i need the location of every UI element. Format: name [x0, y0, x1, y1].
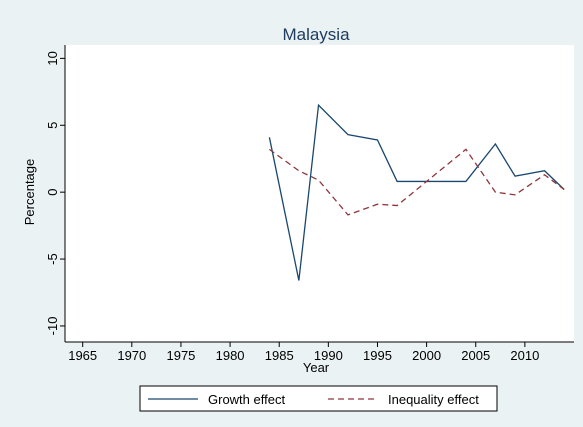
series-line: [268, 103, 565, 281]
x-tick-label: 1990: [314, 348, 343, 363]
y-axis-title: Percentage: [22, 159, 37, 226]
x-tick-label: 1980: [216, 348, 245, 363]
plot-area: [65, 45, 574, 342]
x-tick-label: 2000: [412, 348, 441, 363]
y-tick-label: 5: [45, 122, 60, 129]
legend-label: Inequality effect: [388, 392, 479, 407]
x-tick-label: 2005: [461, 348, 490, 363]
chart-title: Malaysia: [282, 25, 350, 44]
y-tick-label: 10: [45, 51, 60, 65]
x-tick-label: 1975: [166, 348, 195, 363]
legend-label: Growth effect: [208, 392, 285, 407]
x-tick-label: 1985: [265, 348, 294, 363]
legend: [139, 385, 498, 412]
x-tick-label: 2010: [510, 348, 539, 363]
x-axis-title: Year: [303, 360, 330, 375]
y-tick-label: -5: [45, 253, 60, 265]
x-tick-label: 1995: [363, 348, 392, 363]
x-tick-label: 1970: [117, 348, 146, 363]
series-line: [269, 148, 565, 216]
y-tick-label: -10: [45, 317, 60, 336]
x-tick-label: 1965: [68, 348, 97, 363]
y-tick-label: 0: [45, 189, 60, 196]
